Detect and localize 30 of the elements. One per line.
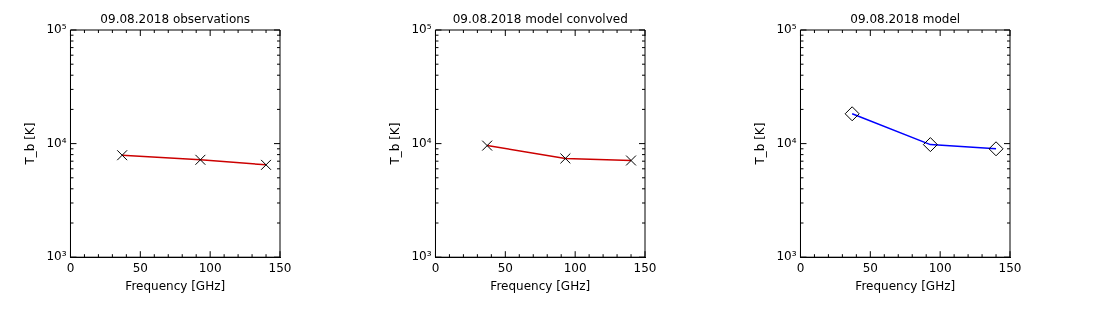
x-tick-label: 150 (998, 260, 1022, 275)
y-axis-title: T_b [K] (23, 122, 38, 166)
x-tick-label: 50 (497, 260, 513, 275)
chart-title: 09.08.2018 observations (100, 12, 251, 27)
y-tick-label: 10⁴ (411, 135, 432, 150)
x-tick-label: 0 (66, 260, 75, 275)
x-tick-label: 100 (563, 260, 587, 275)
y-tick-label: 10⁵ (776, 22, 797, 37)
x-tick-label: 50 (132, 260, 148, 275)
x-axis-title: Frequency [GHz] (490, 278, 591, 293)
y-tick-label: 10⁵ (46, 22, 67, 37)
x-tick-label: 0 (796, 260, 805, 275)
chart-title: 09.08.2018 model convolved (452, 12, 628, 27)
y-tick-label: 10³ (46, 249, 67, 264)
y-axis-title: T_b [K] (753, 122, 768, 166)
y-tick-label: 10⁵ (411, 22, 432, 37)
chart-title: 09.08.2018 model (850, 12, 961, 27)
x-axis-title: Frequency [GHz] (125, 278, 226, 293)
x-tick-label: 100 (198, 260, 222, 275)
x-axis-title: Frequency [GHz] (855, 278, 956, 293)
y-tick-label: 10⁴ (776, 135, 797, 150)
x-tick-label: 50 (862, 260, 878, 275)
x-tick-label: 150 (633, 260, 657, 275)
y-axis-title: T_b [K] (388, 122, 403, 166)
y-tick-label: 10⁴ (46, 135, 67, 150)
x-tick-label: 0 (431, 260, 440, 275)
y-tick-label: 10³ (411, 249, 432, 264)
x-tick-label: 150 (268, 260, 292, 275)
y-tick-label: 10³ (776, 249, 797, 264)
x-tick-label: 100 (928, 260, 952, 275)
